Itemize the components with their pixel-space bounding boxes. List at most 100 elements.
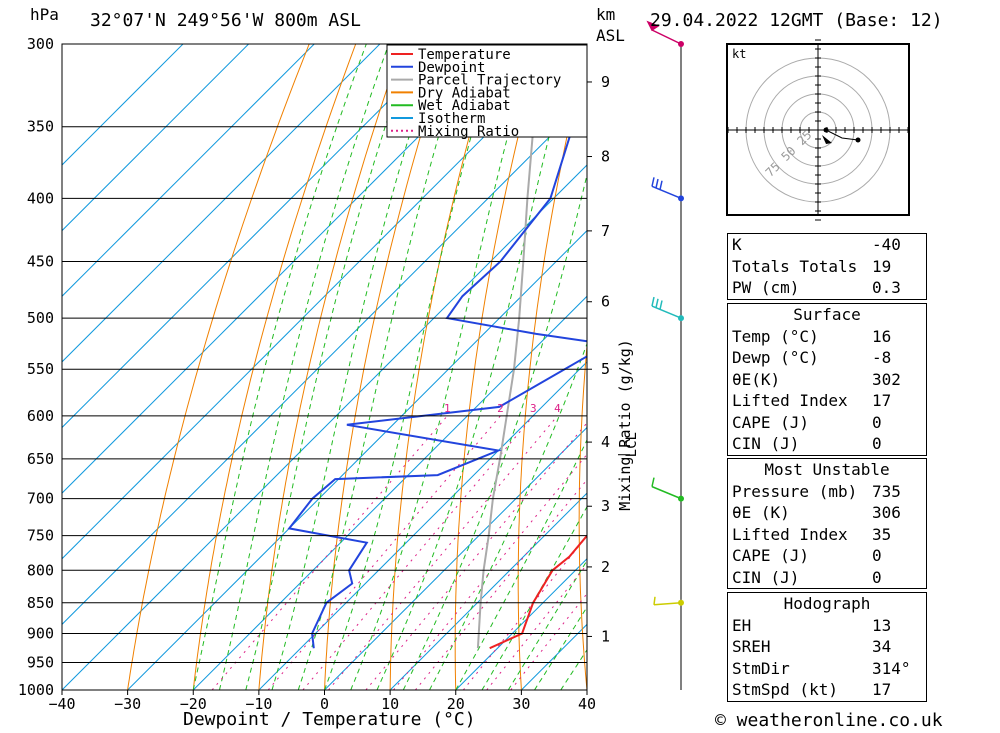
surface-row-value: 16 xyxy=(872,326,892,346)
most-unstable-row-label: CIN (J) xyxy=(732,567,800,587)
wind-barb-shaft xyxy=(651,305,682,319)
x-tick-label: −40 xyxy=(48,695,75,713)
surface-row-label: θE(K) xyxy=(732,369,781,389)
km-tick-label: 6 xyxy=(601,293,610,311)
hodograph-row: StmSpd (kt) 17 xyxy=(728,679,926,701)
most-unstable-row: θE (K) 306 xyxy=(728,502,926,524)
hodograph-row-label: SREH xyxy=(732,637,771,656)
legend-entry: Wet Adiabat xyxy=(418,98,511,114)
legend-entry: Temperature xyxy=(418,47,511,63)
wet-adiabat-line xyxy=(429,342,587,690)
isotherm-line xyxy=(389,492,587,690)
isotherm-line xyxy=(62,44,381,363)
indices-table: K -40 Totals Totals 19 PW (cm) 0.3 xyxy=(727,233,927,300)
most-unstable-row-value: 0 xyxy=(872,546,882,565)
hodograph-unit: kt xyxy=(732,47,746,61)
legend-box xyxy=(386,44,588,138)
surface-row: Lifted Index 17 xyxy=(728,390,926,412)
wind-barb-feather xyxy=(655,298,659,308)
km-tick-label: 5 xyxy=(601,360,610,378)
asl-label: ASL xyxy=(596,26,625,45)
pressure-tick-label: 650 xyxy=(27,450,54,468)
wet-adiabat-line xyxy=(324,44,499,690)
wind-barb-flag xyxy=(646,20,660,32)
wet-adiabat-line xyxy=(297,44,467,690)
wind-barb-feather xyxy=(655,178,659,189)
wind-barb-feather xyxy=(651,296,655,307)
wind-barb xyxy=(653,596,682,606)
most-unstable-row: CIN (J) 0 xyxy=(728,567,926,589)
hodograph-row-label: StmSpd (kt) xyxy=(732,680,838,699)
mixing-ratio-axis-label: Mixing Ratio (g/kg) xyxy=(616,339,634,511)
index-row-value: 19 xyxy=(872,256,892,276)
most-unstable-row-value: 0 xyxy=(872,567,882,587)
isotherm-line xyxy=(62,44,512,494)
dry-adiabat-line xyxy=(127,44,310,690)
mixing-ratio-value-label: 3 xyxy=(530,402,537,415)
surface-row: CIN (J) 0 xyxy=(728,433,926,455)
surface-row-value: -8 xyxy=(872,348,892,367)
hodograph-row-value: 17 xyxy=(872,680,892,699)
dry-adiabat-line xyxy=(638,44,681,690)
dewpoint-line xyxy=(287,84,587,649)
isotherm-line xyxy=(324,426,587,690)
most-unstable-row-value: 735 xyxy=(872,481,901,501)
mixing-ratio-line xyxy=(365,422,587,690)
hodograph-title: Hodograph xyxy=(783,594,871,613)
km-tick-label: 3 xyxy=(601,497,610,515)
legend-entry: Mixing Ratio xyxy=(418,124,519,140)
pressure-tick-label: 450 xyxy=(27,253,54,271)
km-tick-label: 7 xyxy=(601,222,610,240)
wind-barb-shaft xyxy=(653,602,682,606)
wind-barb-feather xyxy=(659,300,663,310)
pressure-tick-label: 950 xyxy=(27,653,54,671)
x-tick-label: 40 xyxy=(578,695,596,713)
wind-barb-feather xyxy=(659,180,663,190)
surface-row-label: CAPE (J) xyxy=(732,412,810,432)
wet-adiabat-line xyxy=(219,44,390,690)
index-row-label: Totals Totals xyxy=(732,256,858,276)
hodograph-point xyxy=(855,137,861,143)
isotherm-line xyxy=(258,361,587,690)
isotherm-line xyxy=(127,229,587,690)
temperature-line xyxy=(489,534,587,650)
most-unstable-row: CAPE (J) 0 xyxy=(728,545,926,567)
index-row-label: PW (cm) xyxy=(732,278,800,297)
legend-entry: Dewpoint xyxy=(418,60,485,76)
most-unstable-title: Most Unstable xyxy=(764,460,890,479)
isotherm-line xyxy=(62,164,587,690)
hodograph-storm-arrow xyxy=(822,135,832,144)
wind-barb-shaft xyxy=(651,29,682,45)
hodograph-row-value: 13 xyxy=(872,615,892,635)
most-unstable-row-label: Lifted Index xyxy=(732,524,848,544)
pressure-tick-label: 600 xyxy=(27,407,54,425)
wind-barb xyxy=(651,477,682,500)
index-row-value: -40 xyxy=(872,235,901,254)
legend-entry: Dry Adiabat xyxy=(418,85,511,101)
dry-adiabat-line xyxy=(324,44,450,690)
wind-barb xyxy=(646,20,682,45)
wind-barb-feather xyxy=(651,177,655,187)
surface-table: Surface Temp (°C) 16 Dewp (°C) -8 θE(K) 302 Lif… xyxy=(727,303,927,456)
surface-row: Dewp (°C) -8 xyxy=(728,347,926,369)
wind-barb-feather xyxy=(653,596,656,605)
wet-adiabat-line xyxy=(455,438,587,690)
copyright-footer: © weatheronline.co.uk xyxy=(715,710,943,731)
lcl-label: LCL xyxy=(624,432,640,457)
most-unstable-row: Pressure (mb) 735 xyxy=(728,481,926,503)
pressure-tick-label: 1000 xyxy=(18,681,54,699)
isotherm-line xyxy=(62,98,587,626)
legend-entry: Isotherm xyxy=(418,111,485,127)
km-tick-label: 9 xyxy=(601,73,610,91)
most-unstable-row-label: CAPE (J) xyxy=(732,546,810,565)
hpa-label: hPa xyxy=(30,5,59,24)
index-row: PW (cm) 0.3 xyxy=(728,277,926,299)
x-axis-label: Dewpoint / Temperature (°C) xyxy=(183,709,476,730)
hodograph-row-label: EH xyxy=(732,615,752,635)
surface-row-label: Temp (°C) xyxy=(732,326,819,346)
wet-adiabat-line xyxy=(350,44,534,690)
hodograph-row-value: 34 xyxy=(872,637,892,656)
dry-adiabat-line xyxy=(958,44,1000,690)
x-tick-label: −30 xyxy=(114,695,141,713)
surface-row-value: 17 xyxy=(872,391,892,410)
